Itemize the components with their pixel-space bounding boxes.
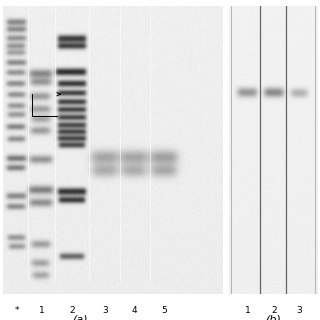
Text: 3: 3 [296, 306, 302, 315]
Text: 1: 1 [245, 306, 251, 315]
Text: *: * [15, 306, 20, 315]
Text: 1: 1 [39, 306, 44, 315]
Text: 3: 3 [102, 306, 108, 315]
Text: 2: 2 [69, 306, 75, 315]
Text: 5: 5 [161, 306, 167, 315]
Text: 4: 4 [132, 306, 138, 315]
Text: 2: 2 [272, 306, 277, 315]
Text: (a): (a) [72, 315, 88, 320]
Text: (b): (b) [265, 315, 281, 320]
